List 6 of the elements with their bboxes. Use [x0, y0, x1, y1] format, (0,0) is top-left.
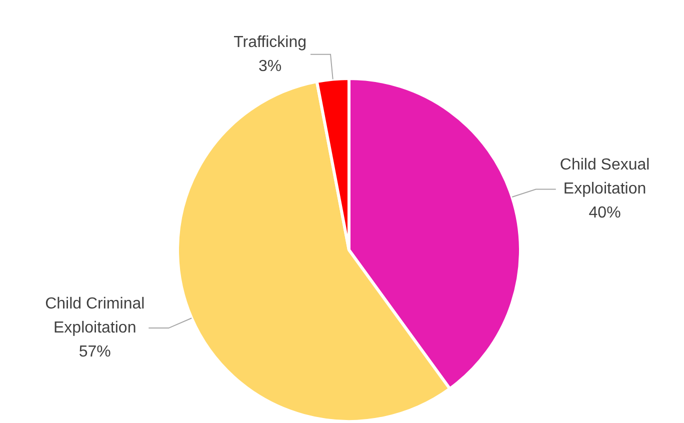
data-label: 3% [258, 58, 282, 75]
slice-label: Trafficking [234, 34, 307, 51]
slice-label: Child Sexual Exploitation [560, 156, 650, 198]
data-label: 40% [588, 204, 621, 222]
data-label: 57% [78, 343, 111, 360]
slice-label: Child Criminal Exploitation [45, 295, 145, 336]
